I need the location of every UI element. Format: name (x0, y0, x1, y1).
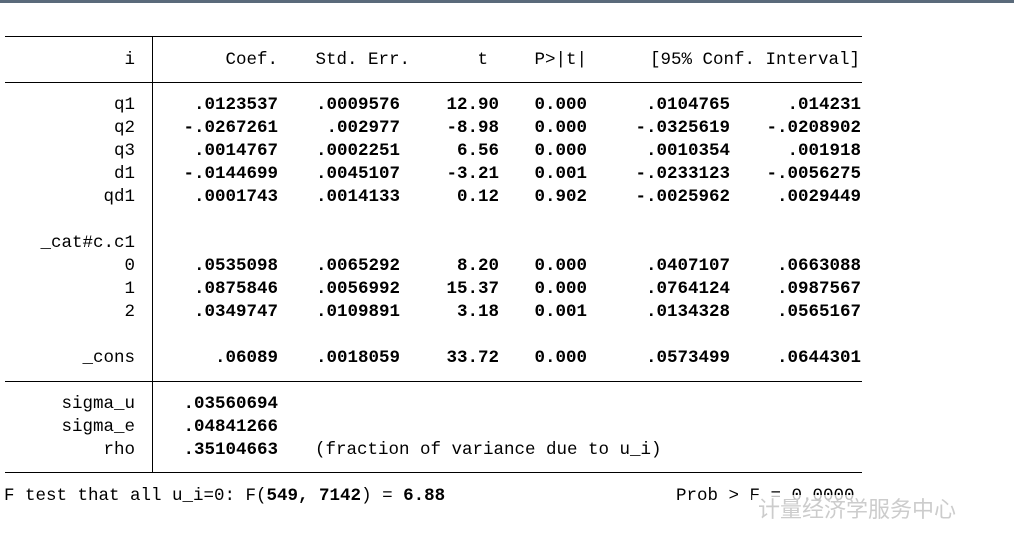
cell: .0029449 (776, 187, 861, 207)
cell: .0002251 (315, 141, 400, 161)
row-label: 1 (124, 279, 135, 299)
rule (5, 36, 862, 37)
cell: 0.000 (534, 256, 587, 276)
cell: -.0208902 (766, 118, 861, 138)
cell: 8.20 (456, 256, 499, 276)
cell: -.0144699 (183, 164, 278, 184)
cell: .0056992 (315, 279, 400, 299)
cell: 0.000 (534, 279, 587, 299)
cell: .0349747 (193, 302, 278, 322)
cell: .35104663 (183, 440, 278, 460)
header-cell: Coef. (225, 50, 278, 70)
cell: .0535098 (193, 256, 278, 276)
cell: .0663088 (776, 256, 861, 276)
cell: .0018059 (315, 348, 400, 368)
cell: .0407107 (645, 256, 730, 276)
cell: .002977 (326, 118, 400, 138)
rule (5, 472, 862, 473)
cell: 0.001 (534, 302, 587, 322)
rule (5, 381, 862, 382)
cell: .0065292 (315, 256, 400, 276)
note: (fraction of variance due to u_i) (315, 440, 662, 460)
row-label: q3 (113, 141, 135, 161)
rule (5, 82, 862, 83)
cell: .0573499 (645, 348, 730, 368)
cell: .0109891 (315, 302, 400, 322)
row-label: d1 (113, 164, 135, 184)
f-test-part: 549, 7142 (266, 486, 362, 506)
cell: .0014133 (315, 187, 400, 207)
cell: .0045107 (315, 164, 400, 184)
cell: .0014767 (193, 141, 278, 161)
cell: 3.18 (456, 302, 499, 322)
header-cell: Std. Err. (315, 50, 410, 70)
window-top-border (0, 0, 1014, 3)
cell: 0.000 (534, 95, 587, 115)
cell: .0123537 (193, 95, 278, 115)
cell: .0010354 (645, 141, 730, 161)
cell: .04841266 (183, 417, 278, 437)
cell: 0.000 (534, 348, 587, 368)
row-label: sigma_u (61, 394, 135, 414)
row-label: rho (103, 440, 135, 460)
cell: 0.001 (534, 164, 587, 184)
cell: -.0233123 (635, 164, 730, 184)
cell: -.0267261 (183, 118, 278, 138)
row-label: q2 (113, 118, 135, 138)
cell: 0.902 (534, 187, 587, 207)
cell: .0644301 (776, 348, 861, 368)
cell: .0104765 (645, 95, 730, 115)
f-test-part: ) = (361, 486, 404, 506)
row-label: q1 (113, 95, 135, 115)
cell: 0.000 (534, 118, 587, 138)
row-label: _cat#c.c1 (40, 233, 135, 253)
f-test-part: 6.88 (403, 486, 446, 506)
header-cell: [95% Conf. Interval] (649, 50, 860, 70)
cell: .0009576 (315, 95, 400, 115)
cell: .03560694 (183, 394, 278, 414)
cell: -.0025962 (635, 187, 730, 207)
cell: .0987567 (776, 279, 861, 299)
header-cell: i (124, 50, 135, 70)
cell: 0.12 (456, 187, 499, 207)
row-label: 2 (124, 302, 135, 322)
cell: 0.000 (534, 141, 587, 161)
column-divider (152, 36, 153, 472)
f-test: F test that all u_i=0: F(549, 7142) = 6.… (4, 486, 445, 506)
watermark: 计量经济学服务中心 (752, 495, 963, 527)
header-cell: t (477, 50, 488, 70)
cell: -8.98 (446, 118, 499, 138)
row-label: 0 (124, 256, 135, 276)
row-label: sigma_e (61, 417, 135, 437)
cell: .014231 (787, 95, 861, 115)
cell: .0001743 (193, 187, 278, 207)
cell: .0875846 (193, 279, 278, 299)
cell: -3.21 (446, 164, 499, 184)
cell: 15.37 (446, 279, 499, 299)
cell: 6.56 (456, 141, 499, 161)
cell: .0565167 (776, 302, 861, 322)
row-label: _cons (82, 348, 135, 368)
cell: 12.90 (446, 95, 499, 115)
f-test-part: F test that all u_i=0: F( (4, 486, 267, 506)
cell: -.0056275 (766, 164, 861, 184)
row-label: qd1 (103, 187, 135, 207)
cell: .06089 (214, 348, 278, 368)
cell: -.0325619 (635, 118, 730, 138)
cell: .001918 (787, 141, 861, 161)
cell: 33.72 (446, 348, 499, 368)
cell: .0134328 (645, 302, 730, 322)
cell: .0764124 (645, 279, 730, 299)
header-cell: P>|t| (534, 50, 587, 70)
